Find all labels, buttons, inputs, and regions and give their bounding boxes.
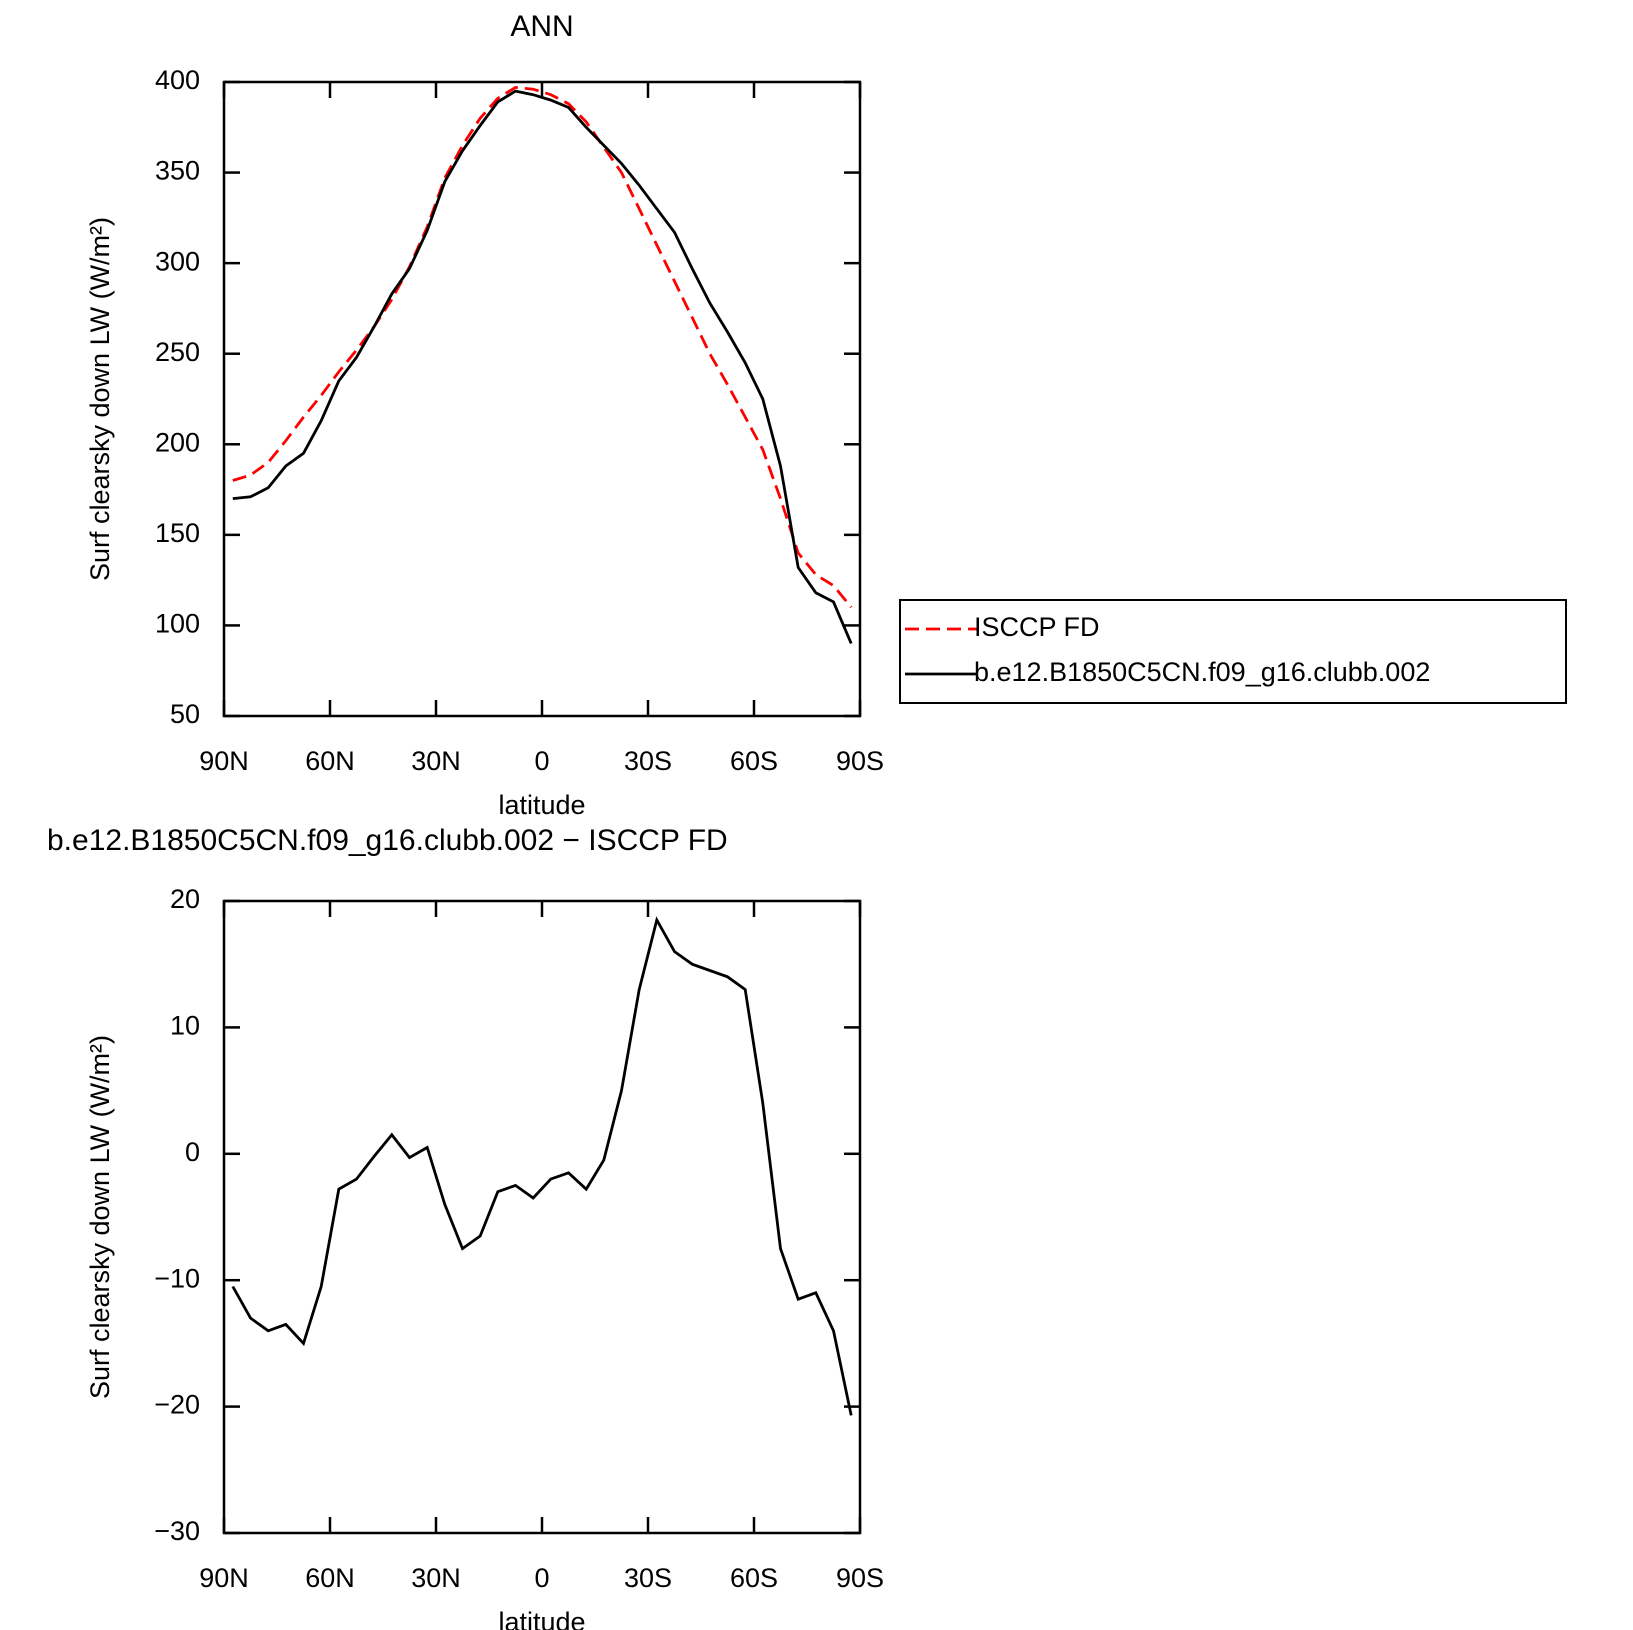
x-tick-label: 30N — [411, 746, 461, 776]
y-tick-label: −10 — [154, 1263, 200, 1293]
x-tick-label: 30S — [624, 1563, 672, 1593]
y-tick-label: 250 — [155, 337, 200, 367]
legend-label: b.e12.B1850C5CN.f09_g16.clubb.002 — [974, 657, 1430, 687]
y-tick-label: 400 — [155, 65, 200, 95]
y-tick-label: 20 — [170, 884, 200, 914]
x-tick-label: 90S — [836, 1563, 884, 1593]
x-tick-label: 60N — [305, 1563, 355, 1593]
y-tick-label: 200 — [155, 427, 200, 457]
x-axis-label: latitude — [498, 790, 585, 820]
data-line — [231, 916, 853, 1416]
x-tick-label: 60S — [730, 746, 778, 776]
x-tick-label: 0 — [534, 1563, 549, 1593]
legend-box — [899, 599, 1567, 704]
y-tick-label: 350 — [155, 156, 200, 186]
x-axis-label: latitude — [498, 1607, 585, 1630]
y-tick-label: 50 — [170, 699, 200, 729]
chart-title: b.e12.B1850C5CN.f09_g16.clubb.002 − ISCC… — [47, 824, 728, 857]
legend-label: ISCCP FD — [974, 612, 1100, 642]
y-tick-label: 150 — [155, 518, 200, 548]
x-tick-label: 60S — [730, 1563, 778, 1593]
x-tick-label: 90N — [199, 1563, 249, 1593]
y-tick-label: 10 — [170, 1011, 200, 1041]
y-axis-label: Surf clearsky down LW (W/m²) — [85, 1035, 115, 1399]
data-line — [232, 85, 853, 609]
y-axis-label: Surf clearsky down LW (W/m²) — [85, 217, 115, 581]
x-tick-label: 60N — [305, 746, 355, 776]
x-tick-label: 90S — [836, 746, 884, 776]
x-tick-label: 90N — [199, 746, 249, 776]
x-tick-label: 30N — [411, 1563, 461, 1593]
y-tick-label: −20 — [154, 1390, 200, 1420]
y-tick-label: 0 — [185, 1137, 200, 1167]
plot-frame — [222, 80, 862, 718]
x-tick-label: 30S — [624, 746, 672, 776]
y-tick-label: −30 — [154, 1516, 200, 1546]
plot-frame — [222, 899, 862, 1535]
y-tick-label: 300 — [155, 246, 200, 276]
data-line — [232, 89, 853, 645]
chart-title: ANN — [510, 10, 573, 43]
x-tick-label: 0 — [534, 746, 549, 776]
y-tick-label: 100 — [155, 609, 200, 639]
